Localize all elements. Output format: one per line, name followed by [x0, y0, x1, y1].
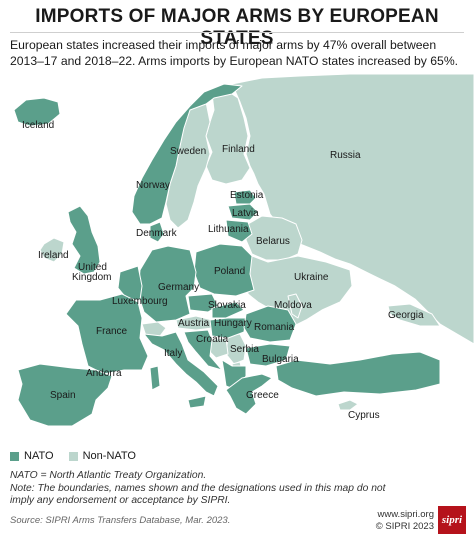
label-italy: Italy [164, 348, 182, 359]
label-austria: Austria [178, 318, 210, 329]
label-greece: Greece [246, 390, 279, 401]
label-bulgaria: Bulgaria [262, 354, 299, 365]
legend-swatch-nato [10, 451, 19, 461]
country-turkey [275, 351, 441, 397]
country-slovakia [211, 301, 245, 319]
country-ireland [39, 237, 65, 263]
source-line: Source: SIPRI Arms Transfers Database, M… [10, 515, 231, 526]
credit-url: www.sipri.org [377, 509, 435, 520]
label-spain: Spain [50, 390, 76, 401]
europe-map-svg: Iceland Norway Sweden Finland Russia Est… [13, 74, 474, 427]
label-ukraine: Ukraine [294, 272, 329, 283]
credit: www.sipri.org © SIPRI 2023 [376, 509, 434, 532]
label-ireland: Ireland [38, 250, 69, 261]
country-bulgaria [245, 343, 291, 367]
legend-swatch-non-nato [68, 451, 78, 461]
label-lithuania: Lithuania [208, 224, 249, 235]
country-belarus [245, 215, 303, 261]
island-sicily [187, 395, 207, 409]
label-poland: Poland [214, 266, 245, 277]
subtitle: European states increased their imports … [10, 38, 459, 68]
label-uk-line1: United [78, 262, 107, 273]
country-iceland [13, 97, 61, 127]
country-netherlands-belgium-lux [117, 265, 143, 301]
label-germany: Germany [158, 282, 199, 293]
title-rule [10, 32, 464, 33]
note-boundaries-disclaimer: Note: The boundaries, names shown and th… [10, 482, 386, 507]
country-hungary [209, 317, 247, 339]
label-moldova: Moldova [274, 300, 312, 311]
label-finland: Finland [222, 144, 255, 155]
legend-label-non-nato: Non-NATO [82, 450, 136, 462]
label-cyprus: Cyprus [348, 410, 380, 421]
country-greece [225, 373, 273, 415]
label-serbia: Serbia [230, 344, 259, 355]
label-andorra: Andorra [86, 368, 122, 379]
legend-item-non-nato: Non-NATO [68, 450, 136, 462]
country-moldova [287, 293, 303, 319]
label-belarus: Belarus [256, 236, 290, 247]
label-uk-line2: Kingdom [72, 272, 111, 283]
country-spain-portugal [17, 363, 113, 427]
label-slovakia: Slovakia [208, 300, 246, 311]
label-russia: Russia [330, 150, 361, 161]
country-georgia [387, 303, 441, 327]
country-norway [131, 83, 243, 225]
country-estonia [233, 189, 257, 205]
country-denmark [149, 221, 165, 243]
label-croatia: Croatia [196, 334, 229, 345]
country-latvia [227, 203, 259, 221]
island-sardinia-corsica [149, 365, 161, 391]
legend-item-nato: NATO [10, 450, 54, 462]
label-estonia: Estonia [230, 190, 264, 201]
country-italy [143, 331, 219, 397]
credit-copyright: © SIPRI 2023 [375, 520, 434, 532]
country-france [65, 293, 149, 375]
country-poland [193, 243, 255, 297]
country-slovenia-croatia [183, 329, 223, 371]
country-cyprus [337, 399, 359, 411]
label-georgia: Georgia [388, 310, 424, 321]
map: Iceland Norway Sweden Finland Russia Est… [0, 74, 474, 440]
label-norway: Norway [136, 180, 170, 191]
note-nato-abbreviation: NATO = North Atlantic Treaty Organizatio… [10, 470, 207, 481]
country-uk [67, 205, 101, 275]
country-lithuania [225, 219, 253, 243]
map-title: IMPORTS OF MAJOR ARMS BY EUROPEAN STATES [35, 6, 439, 49]
label-hungary: Hungary [214, 318, 252, 329]
label-romania: Romania [254, 322, 294, 333]
label-france: France [96, 326, 128, 337]
label-iceland: Iceland [22, 120, 54, 131]
map-legend: NATO Non-NATO [10, 450, 148, 464]
legend-label-nato: NATO [24, 450, 54, 462]
country-germany [137, 245, 197, 323]
country-romania [243, 305, 297, 343]
country-russia [231, 74, 474, 345]
sipri-logo: sipri [438, 506, 466, 534]
label-denmark: Denmark [136, 228, 178, 239]
label-luxembourg: Luxembourg [112, 296, 168, 307]
notes: NATO = North Atlantic Treaty Organizatio… [10, 470, 410, 508]
label-latvia: Latvia [232, 208, 259, 219]
label-sweden: Sweden [170, 146, 206, 157]
